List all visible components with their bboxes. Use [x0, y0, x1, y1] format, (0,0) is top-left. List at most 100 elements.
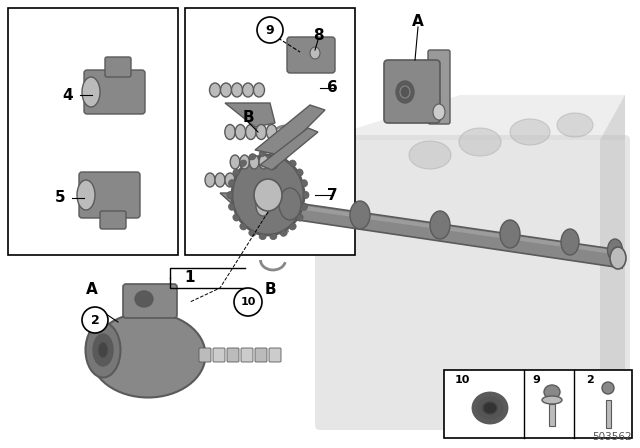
Text: 8: 8 [313, 27, 323, 43]
Ellipse shape [561, 229, 579, 255]
Ellipse shape [256, 125, 266, 139]
Ellipse shape [225, 173, 235, 187]
Ellipse shape [350, 201, 370, 229]
Bar [605, 400, 611, 428]
FancyBboxPatch shape [287, 37, 335, 73]
Ellipse shape [82, 77, 100, 107]
Ellipse shape [459, 128, 501, 156]
FancyBboxPatch shape [199, 348, 211, 362]
Ellipse shape [232, 155, 304, 235]
Ellipse shape [250, 155, 259, 169]
Ellipse shape [254, 179, 282, 211]
Ellipse shape [235, 173, 245, 187]
Polygon shape [260, 128, 318, 170]
Ellipse shape [289, 160, 296, 167]
Ellipse shape [225, 125, 236, 139]
Ellipse shape [246, 125, 256, 139]
Text: 2: 2 [586, 375, 594, 385]
Text: 6: 6 [327, 81, 338, 95]
Ellipse shape [77, 180, 95, 210]
FancyBboxPatch shape [255, 348, 267, 362]
FancyBboxPatch shape [213, 348, 225, 362]
Ellipse shape [266, 125, 277, 139]
Ellipse shape [233, 214, 239, 221]
Bar [185, 8, 355, 255]
Ellipse shape [303, 191, 309, 198]
Ellipse shape [245, 173, 255, 187]
FancyBboxPatch shape [123, 284, 177, 318]
FancyBboxPatch shape [227, 348, 239, 362]
Ellipse shape [602, 382, 614, 394]
Ellipse shape [256, 196, 270, 216]
Text: 1: 1 [185, 271, 195, 285]
Ellipse shape [243, 83, 253, 97]
FancyBboxPatch shape [79, 172, 140, 218]
FancyBboxPatch shape [384, 60, 440, 123]
Ellipse shape [221, 83, 232, 97]
Ellipse shape [301, 203, 307, 210]
Ellipse shape [259, 151, 266, 156]
Ellipse shape [215, 173, 225, 187]
Ellipse shape [240, 224, 246, 230]
Ellipse shape [510, 119, 550, 145]
Ellipse shape [483, 402, 497, 414]
Ellipse shape [400, 86, 410, 98]
Bar [549, 404, 555, 426]
Ellipse shape [233, 169, 239, 176]
Ellipse shape [240, 155, 250, 169]
Polygon shape [600, 95, 625, 425]
Ellipse shape [90, 313, 205, 397]
Ellipse shape [396, 81, 414, 103]
FancyBboxPatch shape [105, 57, 131, 77]
Ellipse shape [409, 141, 451, 169]
FancyBboxPatch shape [84, 70, 145, 114]
Polygon shape [262, 198, 622, 268]
Ellipse shape [259, 233, 266, 240]
Text: 4: 4 [63, 87, 74, 103]
Polygon shape [262, 200, 620, 255]
Ellipse shape [259, 155, 269, 169]
Circle shape [257, 17, 283, 43]
Ellipse shape [93, 334, 113, 366]
Ellipse shape [297, 214, 303, 221]
FancyBboxPatch shape [315, 135, 630, 430]
Ellipse shape [205, 173, 215, 187]
FancyBboxPatch shape [100, 211, 126, 229]
Ellipse shape [232, 83, 243, 97]
Ellipse shape [249, 230, 255, 236]
Circle shape [82, 307, 108, 333]
Ellipse shape [557, 113, 593, 137]
Polygon shape [220, 193, 267, 220]
Ellipse shape [280, 230, 287, 236]
Ellipse shape [607, 239, 623, 261]
Bar [444, 370, 632, 438]
Ellipse shape [98, 342, 108, 358]
Text: 7: 7 [328, 188, 338, 202]
Polygon shape [225, 103, 275, 127]
Text: 9: 9 [532, 375, 540, 385]
Ellipse shape [433, 104, 445, 120]
Text: 503562: 503562 [593, 432, 632, 442]
Bar [8, 8, 178, 255]
Ellipse shape [253, 83, 264, 97]
Text: B: B [242, 111, 254, 125]
Ellipse shape [236, 125, 246, 139]
Text: A: A [412, 14, 424, 30]
Text: 10: 10 [454, 375, 470, 385]
FancyBboxPatch shape [241, 348, 253, 362]
Ellipse shape [544, 385, 560, 399]
Ellipse shape [279, 188, 301, 220]
FancyBboxPatch shape [428, 50, 450, 124]
Text: 9: 9 [266, 23, 275, 36]
Ellipse shape [310, 47, 320, 59]
Ellipse shape [209, 83, 221, 97]
Ellipse shape [228, 203, 235, 210]
Ellipse shape [474, 394, 506, 422]
Ellipse shape [610, 247, 626, 269]
Text: 10: 10 [240, 297, 256, 307]
Ellipse shape [430, 211, 450, 239]
Ellipse shape [240, 160, 246, 167]
Polygon shape [255, 105, 325, 155]
Ellipse shape [270, 233, 277, 240]
Ellipse shape [227, 191, 233, 198]
